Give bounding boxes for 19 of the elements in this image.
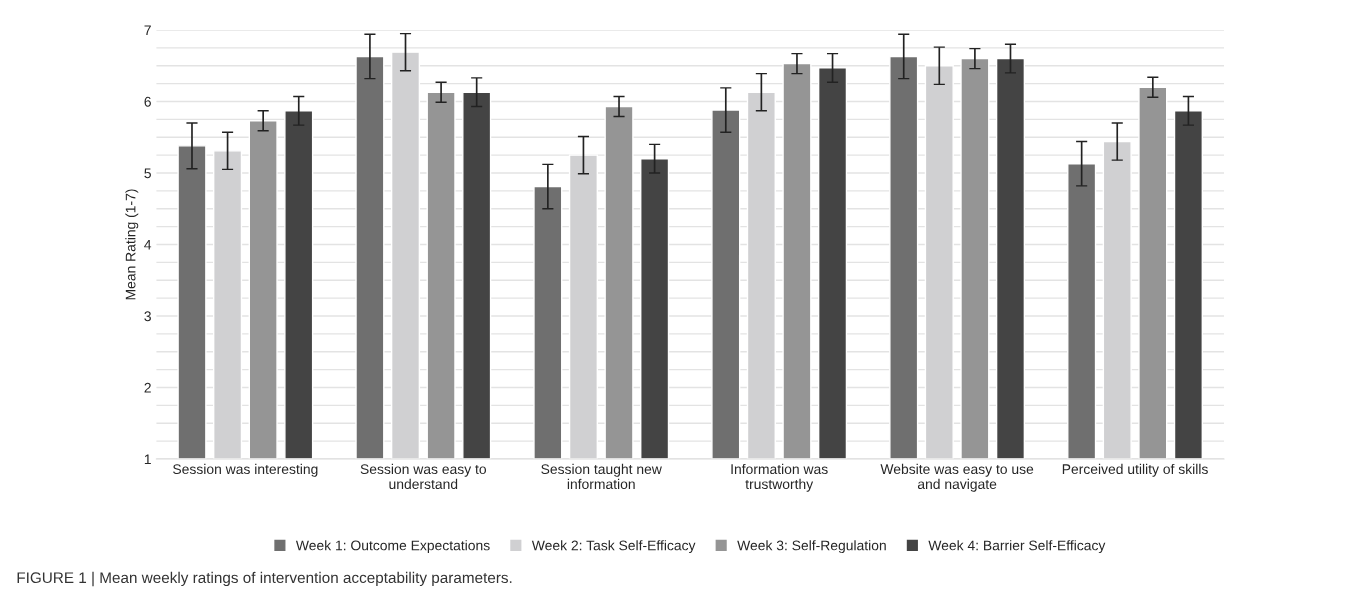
- x-tick-label: Website was easy to use and navigate: [880, 463, 1034, 492]
- x-tick-label: Session was easy to understand: [360, 463, 487, 490]
- x-tick-label: Session was interesting: [173, 463, 318, 477]
- y-tick-label: 4: [144, 239, 152, 250]
- x-tick-label: Perceived utility of skills: [1062, 463, 1208, 477]
- x-tick-label: Session taught new information: [541, 463, 662, 490]
- y-tick-label: 3: [144, 311, 151, 322]
- legend-label: Week 1: Outcome Expectations: [295, 540, 490, 554]
- y-tick-label: 5: [144, 168, 151, 179]
- caption: FIGURE 1 | Mean weekly ratings of intervention acceptability parameters.: [17, 571, 512, 587]
- y-tick-label: 2: [144, 382, 151, 393]
- y-tick-label: 7: [144, 25, 151, 36]
- y-tick-label: 6: [144, 96, 151, 107]
- legend-label: Week 4: Barrier Self-Efficacy: [928, 540, 1106, 554]
- y-axis-title: Mean Rating (1-7): [125, 189, 139, 300]
- y-tick-label: 1: [144, 454, 151, 465]
- legend-label: Week 2: Task Self-Efficacy: [531, 540, 696, 554]
- legend-label: Week 3: Self-Regulation: [737, 540, 886, 554]
- x-tick-label: Information was trustworthy: [731, 463, 828, 492]
